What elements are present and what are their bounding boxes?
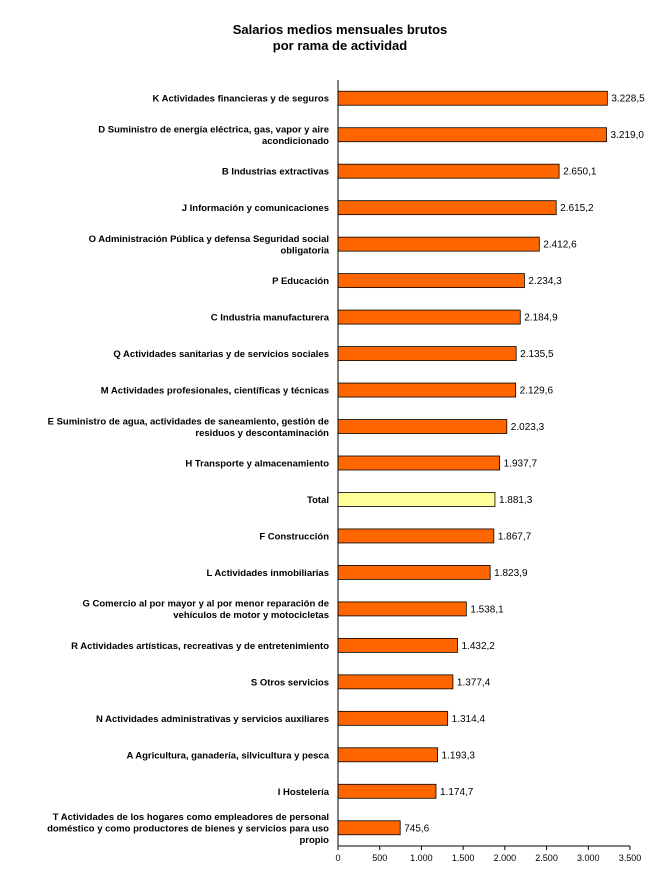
category-label: E Suministro de agua, actividades de san…	[48, 416, 330, 439]
value-label: 2.650,1	[563, 167, 597, 178]
category-label: O Administración Pública y defensa Segur…	[89, 234, 330, 257]
bar	[337, 163, 560, 179]
x-tick-label: 1.000	[410, 853, 433, 863]
value-label: 1.823,9	[494, 568, 528, 579]
value-label: 1.432,2	[461, 641, 495, 652]
bar	[337, 674, 454, 690]
bar	[337, 492, 496, 507]
value-label: 2.129,6	[520, 386, 554, 397]
category-label: G Comercio al por mayor y al por menor r…	[82, 599, 329, 622]
x-tick-label: 1.500	[452, 853, 475, 863]
bar	[337, 200, 557, 216]
value-label: 3.228,5	[611, 94, 645, 105]
value-label: 2.184,9	[524, 313, 558, 324]
value-label: 1.193,3	[442, 750, 476, 761]
bar	[337, 710, 449, 726]
chart-subtitle-line: por rama de actividad	[272, 38, 408, 53]
category-label: B Industrias extractivas	[222, 167, 329, 178]
category-label: D Suministro de energía eléctrica, gas, …	[98, 124, 329, 147]
bar	[337, 236, 540, 252]
chart-title: Salarios medios mensuales brutos por ram…	[0, 22, 667, 54]
chart-title-line: Salarios medios mensuales brutos	[232, 22, 448, 37]
category-label: R Actividades artísticas, recreativas y …	[71, 641, 329, 652]
bar	[337, 565, 491, 580]
value-label: 745,6	[404, 823, 429, 834]
category-label: Total	[307, 495, 329, 506]
bar	[337, 309, 521, 325]
bar	[337, 747, 438, 763]
value-label: 1.867,7	[498, 531, 532, 542]
value-label: 1.314,4	[452, 714, 486, 725]
value-label: 1.538,1	[470, 604, 504, 615]
x-tick-label: 500	[372, 853, 387, 863]
bar	[337, 90, 608, 106]
bar	[337, 382, 517, 398]
value-label: 2.135,5	[520, 349, 554, 360]
bar	[337, 346, 517, 361]
category-label: J Información y comunicaciones	[182, 203, 329, 214]
category-label: L Actividades inmobiliarias	[207, 568, 329, 579]
value-label: 3.219,0	[611, 130, 645, 141]
value-label: 2.615,2	[560, 203, 594, 214]
value-label: 1.377,4	[457, 677, 491, 688]
x-tick-label: 3.500	[619, 853, 642, 863]
x-tick-label: 2.000	[494, 853, 517, 863]
value-label: 2.023,3	[511, 422, 545, 433]
value-label: 1.174,7	[440, 787, 474, 798]
category-label: H Transporte y almacenamiento	[185, 459, 329, 470]
x-tick-label: 3.000	[577, 853, 600, 863]
bar	[337, 419, 508, 434]
category-label: K Actividades financieras y de seguros	[152, 94, 329, 105]
category-label: N Actividades administrativas y servicio…	[96, 714, 329, 725]
category-label: I Hostelería	[278, 787, 330, 798]
bar	[337, 528, 495, 544]
value-label: 2.234,3	[528, 276, 562, 287]
value-label: 1.881,3	[499, 495, 533, 506]
x-tick-label: 0	[335, 853, 340, 863]
category-label: C Industria manufacturera	[211, 313, 330, 324]
value-label: 2.412,6	[543, 240, 577, 251]
category-label: T Actividades de los hogares como emplea…	[47, 812, 329, 846]
bar	[337, 455, 501, 471]
x-tick-label: 2.500	[535, 853, 558, 863]
category-label: Q Actividades sanitarias y de servicios …	[113, 349, 329, 360]
value-label: 1.937,7	[504, 459, 538, 470]
category-label: A Agricultura, ganadería, silvicultura y…	[126, 750, 329, 761]
bar	[337, 127, 607, 143]
bar	[337, 273, 525, 289]
category-label: M Actividades profesionales, científicas…	[101, 386, 329, 397]
category-label: P Educación	[272, 276, 329, 287]
bar	[337, 637, 458, 653]
category-label: F Construcción	[259, 531, 329, 542]
bar	[337, 820, 401, 836]
bar	[337, 601, 467, 617]
bar	[337, 783, 437, 799]
category-label: S Otros servicios	[251, 677, 329, 688]
